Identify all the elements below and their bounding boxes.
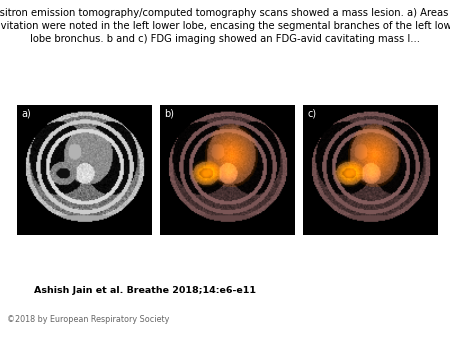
Text: Ashish Jain et al. Breathe 2018;14:e6-e11: Ashish Jain et al. Breathe 2018;14:e6-e1… bbox=[34, 286, 256, 295]
Text: c): c) bbox=[307, 109, 316, 119]
Text: b): b) bbox=[164, 109, 174, 119]
Text: Positron emission tomography/computed tomography scans showed a mass lesion. a) : Positron emission tomography/computed to… bbox=[0, 8, 450, 44]
Text: ©2018 by European Respiratory Society: ©2018 by European Respiratory Society bbox=[7, 315, 169, 324]
Text: a): a) bbox=[21, 109, 31, 119]
